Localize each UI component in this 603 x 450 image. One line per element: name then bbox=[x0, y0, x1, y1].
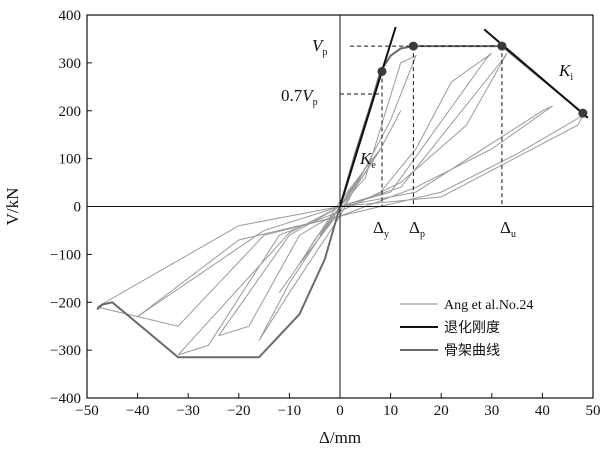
label-delta-y: Δy bbox=[373, 218, 389, 240]
label-ke: Ke bbox=[359, 149, 376, 171]
x-tick-label: 50 bbox=[586, 403, 601, 419]
key-point-0 bbox=[377, 66, 387, 76]
hysteresis-loop-5 bbox=[177, 53, 508, 356]
x-tick-label: 10 bbox=[383, 403, 398, 419]
x-axis-title: Δ/mm bbox=[319, 428, 361, 447]
hysteresis-loop-4 bbox=[218, 52, 493, 337]
x-tick-label: −20 bbox=[227, 403, 250, 419]
key-point-3 bbox=[578, 108, 588, 118]
hysteresis-loop-7 bbox=[96, 114, 585, 318]
key-point-1 bbox=[408, 41, 418, 51]
y-tick-label: 300 bbox=[59, 56, 82, 72]
y-tick-label: −400 bbox=[50, 391, 81, 407]
label-07vp: 0.7Vp bbox=[281, 86, 318, 108]
x-tick-label: 0 bbox=[336, 403, 344, 419]
y-axis-title: V/kN bbox=[3, 188, 22, 226]
y-tick-label: 100 bbox=[59, 152, 82, 168]
x-tick-label: −30 bbox=[176, 403, 199, 419]
x-tick-label: 20 bbox=[434, 403, 449, 419]
y-tick-label: −100 bbox=[50, 247, 81, 263]
y-tick-label: 400 bbox=[59, 8, 82, 24]
x-tick-label: −50 bbox=[75, 403, 98, 419]
label-delta-p: Δp bbox=[409, 218, 425, 240]
series-line-1 bbox=[339, 26, 397, 207]
x-tick-label: −10 bbox=[278, 403, 301, 419]
x-tick-label: 40 bbox=[535, 403, 550, 419]
y-tick-label: 200 bbox=[59, 104, 82, 120]
y-tick-label: 0 bbox=[74, 200, 82, 216]
hysteresis-loop-3 bbox=[258, 54, 417, 341]
axes: −50 −40 −30 −20 −10 0 10 20 30 40 504003002001000−… bbox=[3, 8, 601, 447]
label-delta-u: Δu bbox=[500, 218, 516, 240]
label-ki: Ki bbox=[558, 61, 573, 83]
x-tick-label: −40 bbox=[126, 403, 149, 419]
y-tick-label: −300 bbox=[50, 343, 81, 359]
label-vp: Vp bbox=[312, 36, 327, 58]
key-point-2 bbox=[497, 41, 507, 51]
legend-label-1: 退化刚度 bbox=[444, 320, 500, 336]
hysteresis-loop-2 bbox=[278, 110, 402, 293]
y-tick-label: −200 bbox=[50, 295, 81, 311]
legend-label-0: Ang et al.No.24 bbox=[444, 298, 533, 313]
legend-label-2: 骨架曲线 bbox=[444, 343, 500, 359]
annotations: Vp 0.7Vp Ke Ki Δy Δp Δu bbox=[281, 36, 588, 240]
hysteresis-loop-6 bbox=[137, 105, 553, 327]
x-tick-label: 30 bbox=[484, 403, 499, 419]
